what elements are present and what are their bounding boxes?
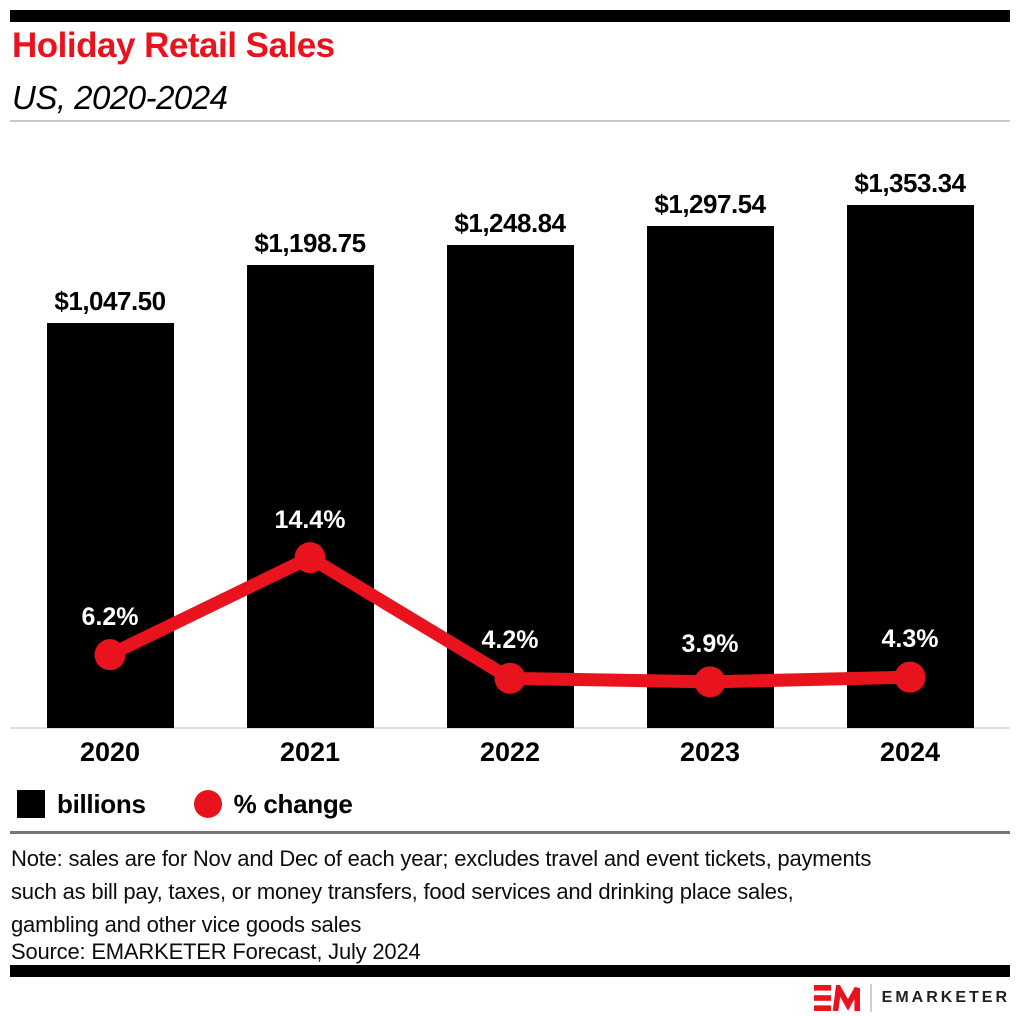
legend-swatch-billions xyxy=(17,790,45,818)
emarketer-logo-icon xyxy=(813,985,860,1011)
chart-legend: billions % change xyxy=(17,789,353,819)
bar-2021 xyxy=(246,264,374,728)
pct-change-label-2022: 4.2% xyxy=(481,626,539,655)
pct-change-label-2021: 14.4% xyxy=(274,505,346,534)
pct-change-label-2023: 3.9% xyxy=(681,629,739,658)
bar-2020 xyxy=(46,323,174,728)
bar-value-2020: $1,047.50 xyxy=(54,286,166,316)
note-line-3: gambling and other vice goods sales xyxy=(11,912,362,937)
logo-divider xyxy=(869,984,872,1012)
bar-value-2023: $1,297.54 xyxy=(654,189,766,220)
x-axis-label-2023: 2023 xyxy=(679,737,741,767)
brand-name: EMARKETER xyxy=(881,989,1010,1006)
bottom-black-rule xyxy=(10,965,1010,977)
footnote-divider xyxy=(10,831,1010,834)
header-divider xyxy=(10,120,1010,122)
pct-change-label-2024: 4.3% xyxy=(881,625,939,654)
note-line-1: Note: sales are for Nov and Dec of each … xyxy=(11,846,872,871)
legend-swatch-pct-change xyxy=(193,790,222,818)
x-axis-line xyxy=(10,727,1010,729)
top-black-rule xyxy=(10,10,1010,22)
page-title: Holiday Retail Sales xyxy=(12,26,335,65)
page-subtitle: US, 2020-2024 xyxy=(12,79,228,116)
source-text: Source: EMARKETER Forecast, July 2024 xyxy=(11,939,421,964)
bar-value-2022: $1,248.84 xyxy=(454,208,566,239)
pct-change-label-2020: 6.2% xyxy=(81,602,139,631)
chart-note: Note: sales are for Nov and Dec of each … xyxy=(11,842,871,941)
bar-value-2021: $1,198.75 xyxy=(254,227,366,258)
legend-label-billions: billions xyxy=(57,788,146,819)
bar-2022 xyxy=(446,245,574,728)
note-line-2: such as bill pay, taxes, or money transf… xyxy=(11,879,794,904)
brand-footer: EMARKETER xyxy=(813,983,1010,1013)
x-axis-label-2020: 2020 xyxy=(79,737,141,767)
bar-value-2024: $1,353.34 xyxy=(854,167,966,198)
x-axis-label-2024: 2024 xyxy=(879,737,941,767)
x-axis-label-2021: 2021 xyxy=(279,737,341,767)
x-axis-label-2022: 2022 xyxy=(479,737,541,767)
legend-label-pct-change: % change xyxy=(233,788,353,819)
